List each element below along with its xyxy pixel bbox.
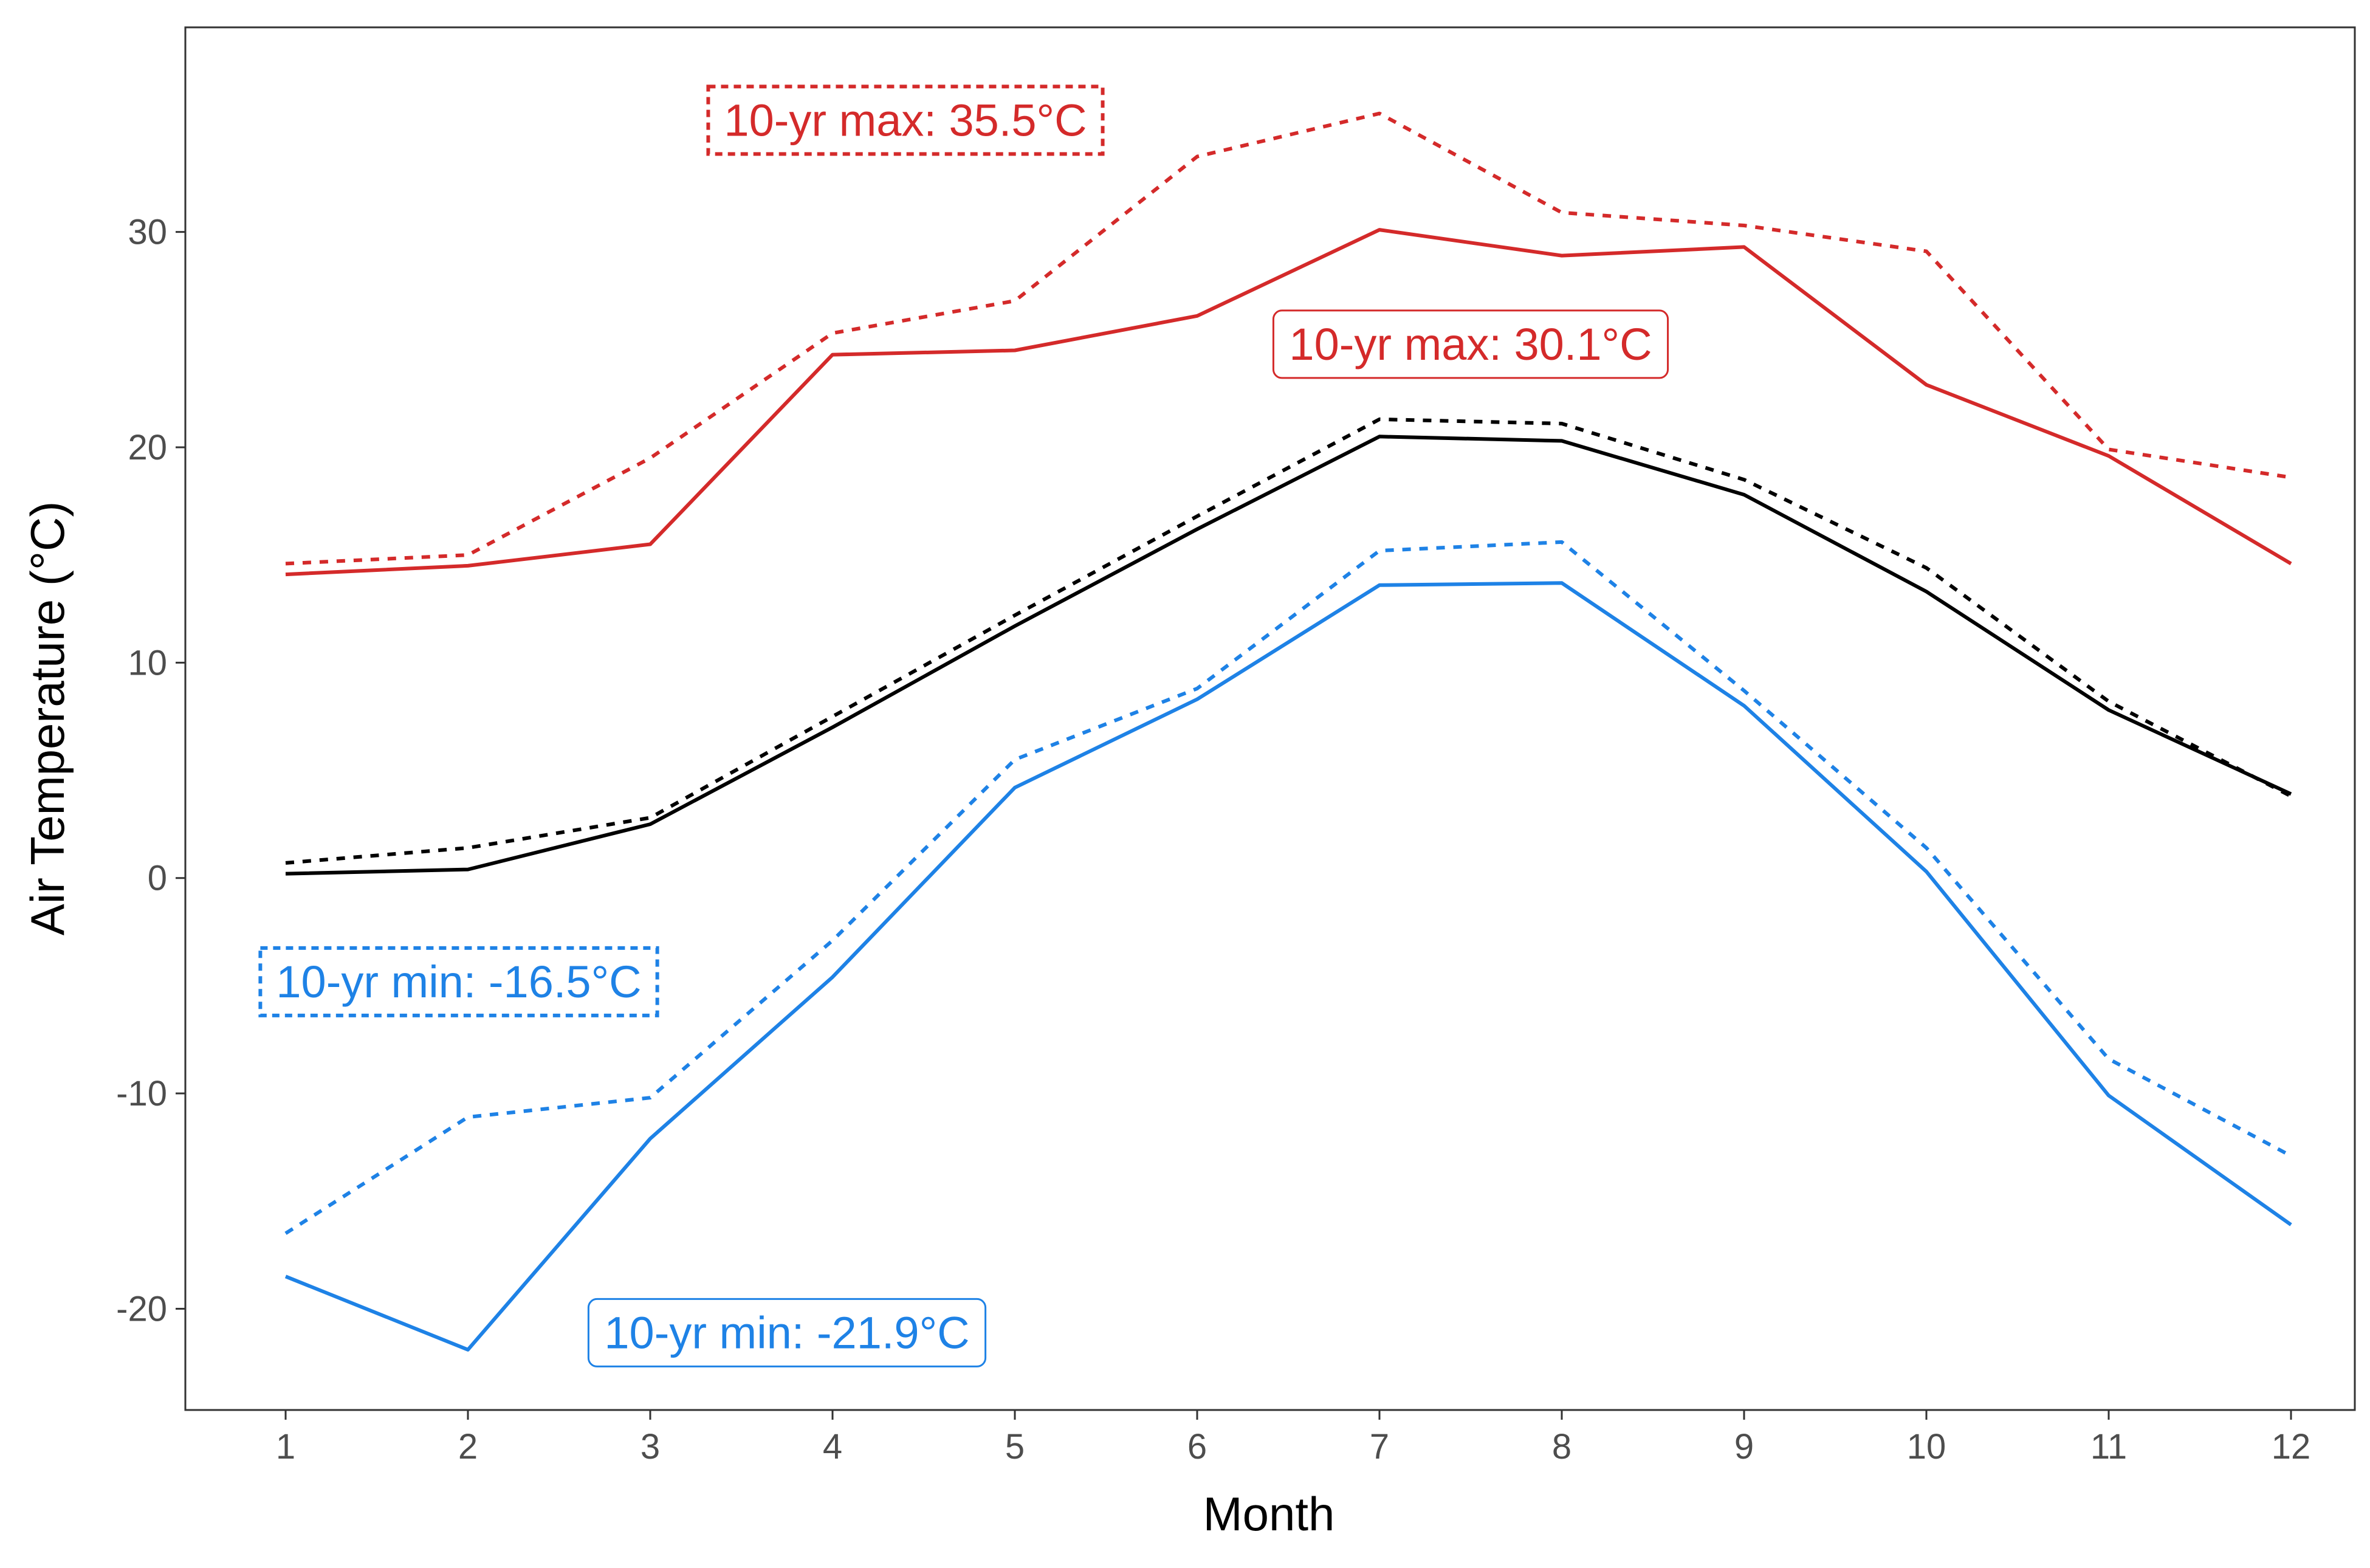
- y-tick-label: -10: [116, 1074, 167, 1113]
- x-tick-label: 5: [1005, 1427, 1025, 1467]
- annotation-box: [258, 946, 659, 1017]
- annotation-label-3: 10-yr min: -16.5°C: [258, 946, 659, 1017]
- annotation-label-4: 10-yr min: -21.9°C: [587, 1298, 987, 1367]
- annotation-text: 10-yr max: 35.5°C: [724, 95, 1087, 145]
- x-tick-label: 6: [1187, 1427, 1207, 1467]
- annotation-box: [706, 84, 1105, 156]
- x-axis: 1 2 3 4 5 6 7 8 9 10 11 12: [276, 1410, 2310, 1467]
- series-layer: [284, 111, 2292, 1352]
- y-tick-label: 10: [128, 643, 167, 683]
- x-tick-label: 2: [458, 1427, 478, 1467]
- y-tick-label: -20: [116, 1289, 167, 1329]
- annotation-box: [1272, 309, 1669, 379]
- plot-panel: [184, 26, 2356, 1411]
- x-tick-label: 7: [1370, 1427, 1389, 1467]
- series-line-3-dotted: [285, 417, 2292, 865]
- x-tick-label: 12: [2272, 1427, 2311, 1467]
- annotation-text: 10-yr min: -16.5°C: [276, 957, 641, 1007]
- series-line-6-solid: [284, 581, 2292, 1352]
- x-tick-label: 8: [1552, 1427, 1571, 1467]
- series-line-5-dotted: [284, 540, 2292, 1235]
- y-tick-label: 20: [128, 428, 167, 467]
- y-axis: -20 -10 0 10 20 30: [116, 213, 185, 1329]
- x-tick-label: 9: [1734, 1427, 1754, 1467]
- annotation-layer: 10-yr max: 35.5°C 10-yr max: 30.1°C 10-yr …: [258, 84, 1669, 1367]
- annotation-box: [587, 1298, 987, 1367]
- y-tick-label: 0: [148, 859, 167, 898]
- annotation-label-2: 10-yr max: 30.1°C: [1272, 309, 1669, 379]
- annotation-text: 10-yr min: -21.9°C: [604, 1307, 969, 1358]
- x-axis-title: Month: [1203, 1487, 1335, 1541]
- y-tick-label: 30: [128, 213, 167, 252]
- series-line-2-solid: [285, 228, 2292, 577]
- x-tick-label: 10: [1907, 1427, 1946, 1467]
- x-tick-label: 4: [823, 1427, 842, 1467]
- x-tick-label: 1: [276, 1427, 295, 1467]
- annotation-label-1: 10-yr max: 35.5°C: [706, 84, 1105, 156]
- series-line-4-solid: [285, 435, 2292, 876]
- y-axis-title: Air Temperature (°C): [21, 501, 74, 936]
- annotation-text: 10-yr max: 30.1°C: [1289, 319, 1652, 370]
- x-tick-label: 3: [641, 1427, 660, 1467]
- x-tick-label: 11: [2090, 1427, 2127, 1467]
